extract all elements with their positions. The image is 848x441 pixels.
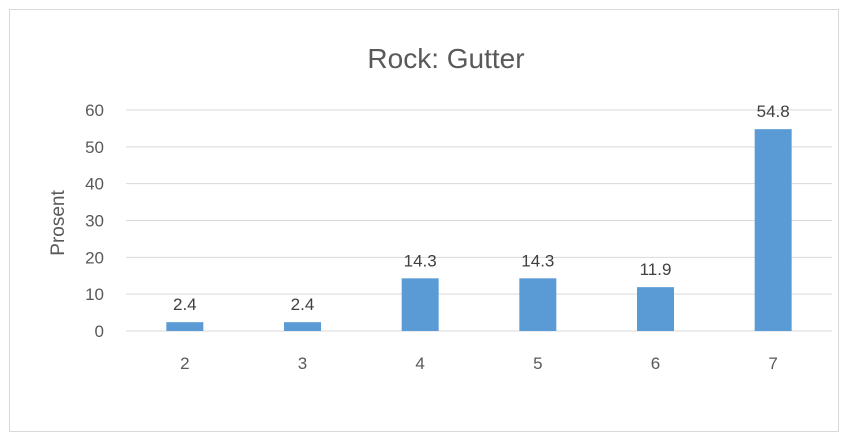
data-label: 2.4 [173,295,197,314]
y-tick-labels: 0 10 20 30 40 50 60 [85,101,104,341]
x-tick-label: 5 [533,354,542,373]
x-tick-label: 7 [768,354,777,373]
gridlines [126,109,832,332]
bars [166,129,792,331]
data-label: 2.4 [291,295,315,314]
y-tick-label: 50 [85,138,104,157]
bar-4 [401,278,439,331]
data-label: 14.3 [521,251,554,270]
x-tick-label: 6 [651,354,660,373]
x-tick-label: 4 [415,354,424,373]
y-tick-label: 60 [85,101,104,120]
x-tick-label: 3 [298,354,307,373]
bar-2 [166,322,204,331]
bar-7 [754,129,792,331]
x-tick-labels: 2 3 4 5 6 7 [180,354,778,373]
y-axis-label: Prosent [48,190,69,256]
chart-title: Rock: Gutter [367,43,524,74]
x-tick-label: 2 [180,354,189,373]
y-tick-label: 30 [85,212,104,231]
y-tick-label: 10 [85,285,104,304]
data-label: 54.8 [757,102,790,121]
data-labels: 2.4 2.4 14.3 14.3 11.9 54.8 [173,102,790,314]
y-tick-label: 0 [95,322,104,341]
y-tick-label: 20 [85,248,104,267]
bar-3 [284,322,321,331]
bar-5 [519,278,557,331]
y-tick-label: 40 [85,175,104,194]
data-label: 11.9 [640,260,672,279]
bar-6 [637,287,674,331]
data-label: 14.3 [404,251,437,270]
